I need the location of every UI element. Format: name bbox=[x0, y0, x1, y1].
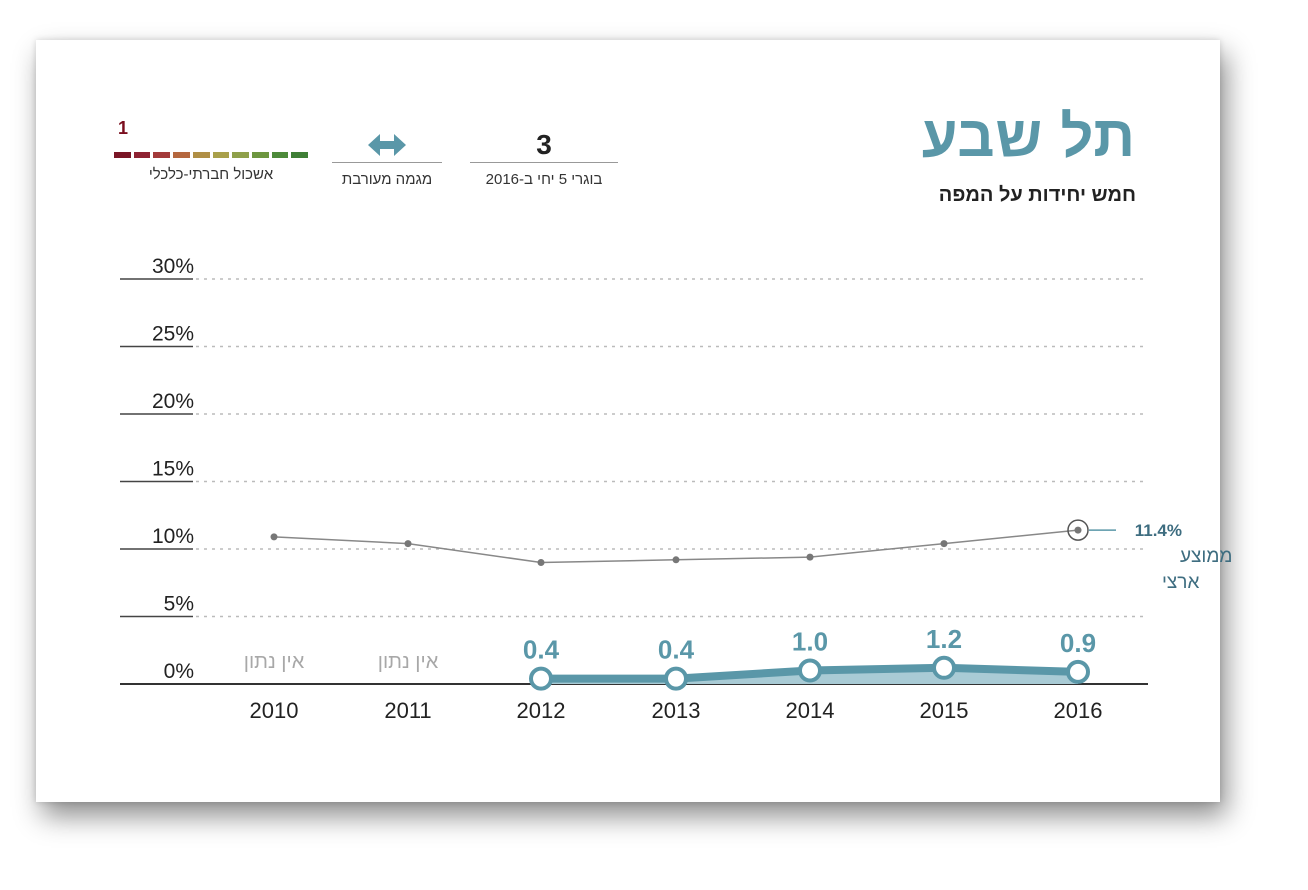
scale-segment bbox=[153, 152, 171, 158]
y-tick-label: 10% bbox=[152, 525, 194, 548]
trend-caption: מגמה מעורבת bbox=[341, 171, 433, 188]
national-average-point bbox=[940, 540, 948, 548]
socio-economic-stat: 1 אשכול חברתי-כלכלי bbox=[114, 118, 309, 183]
x-tick-label: 2014 bbox=[786, 698, 835, 723]
local-point bbox=[529, 666, 553, 691]
scale-segment bbox=[251, 152, 269, 158]
scale-segment bbox=[232, 152, 249, 158]
local-data-label: 0.4 bbox=[523, 635, 560, 665]
x-tick-label: 2015 bbox=[920, 698, 969, 723]
national-average-point bbox=[1074, 526, 1082, 534]
trend-stat: מגמה מעורבת bbox=[332, 128, 442, 188]
y-tick-label: 0% bbox=[164, 660, 194, 683]
socio-economic-cluster-value: 1 bbox=[118, 118, 129, 138]
national-average-point bbox=[806, 553, 814, 561]
national-average-label-line1: ממוצע bbox=[1180, 546, 1232, 567]
x-tick-label: 2011 bbox=[384, 698, 431, 723]
scale-segment bbox=[212, 152, 230, 158]
national-average-point bbox=[672, 556, 680, 564]
national-average-label-line2: ארצי bbox=[1162, 572, 1199, 593]
socio-economic-scale bbox=[114, 152, 309, 158]
local-data-label: 0.4 bbox=[658, 635, 695, 665]
national-average-point bbox=[537, 559, 545, 566]
local-point bbox=[1066, 659, 1090, 684]
y-tick-label: 30% bbox=[152, 255, 194, 278]
local-data-label: 1.2 bbox=[926, 624, 962, 654]
x-tick-label: 2016 bbox=[1054, 698, 1103, 723]
double-arrow-icon bbox=[332, 128, 442, 162]
x-tick-label: 2012 bbox=[517, 698, 566, 723]
scale-segment bbox=[114, 152, 131, 158]
national-average-point bbox=[270, 533, 278, 541]
socio-economic-caption: אשכול חברתי-כלכלי bbox=[148, 166, 274, 183]
y-tick-label: 20% bbox=[152, 390, 194, 413]
y-tick-label: 5% bbox=[164, 593, 194, 616]
scale-segment bbox=[173, 152, 190, 158]
x-tick-label: 2010 bbox=[250, 698, 299, 723]
local-point bbox=[664, 666, 688, 691]
local-data-label: 0.9 bbox=[1060, 628, 1096, 658]
graduates-caption: בוגרי 5 יחי ב-2016 bbox=[485, 171, 603, 188]
no-data-label: אין נתון bbox=[378, 651, 439, 673]
x-tick-label: 2013 bbox=[652, 698, 701, 723]
national-average-point bbox=[404, 540, 412, 548]
page-title: תל שבע bbox=[921, 104, 1136, 169]
scale-segment bbox=[291, 152, 309, 158]
graduates-count: 3 bbox=[536, 129, 552, 160]
y-tick-label: 15% bbox=[152, 458, 194, 481]
local-data-label: 1.0 bbox=[792, 627, 828, 657]
local-point bbox=[932, 655, 956, 680]
graduates-stat: 3 בוגרי 5 יחי ב-2016 bbox=[470, 128, 618, 188]
no-data-label: אין נתון bbox=[244, 651, 305, 673]
scale-segment bbox=[192, 152, 210, 158]
national-average-value: 11.4% bbox=[1135, 521, 1182, 540]
local-point bbox=[798, 658, 822, 683]
page-subtitle: חמש יחידות על המפה bbox=[938, 184, 1136, 206]
scale-segment bbox=[133, 152, 151, 158]
y-tick-label: 25% bbox=[152, 323, 194, 346]
national-average-last-ring bbox=[1067, 519, 1089, 541]
scale-segment bbox=[271, 152, 289, 158]
